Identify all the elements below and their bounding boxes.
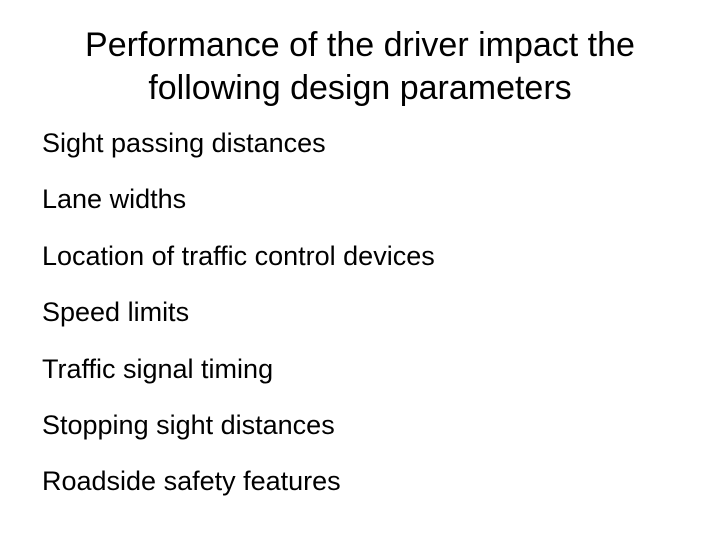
- slide: Performance of the driver impact the fol…: [0, 0, 720, 540]
- slide-title: Performance of the driver impact the fol…: [40, 24, 680, 109]
- list-item: Sight passing distances: [42, 127, 680, 159]
- list-item: Traffic signal timing: [42, 353, 680, 385]
- list-item: Speed limits: [42, 296, 680, 328]
- list-item: Location of traffic control devices: [42, 240, 680, 272]
- slide-items: Sight passing distances Lane widths Loca…: [40, 127, 680, 498]
- list-item: Roadside safety features: [42, 465, 680, 497]
- list-item: Lane widths: [42, 183, 680, 215]
- list-item: Stopping sight distances: [42, 409, 680, 441]
